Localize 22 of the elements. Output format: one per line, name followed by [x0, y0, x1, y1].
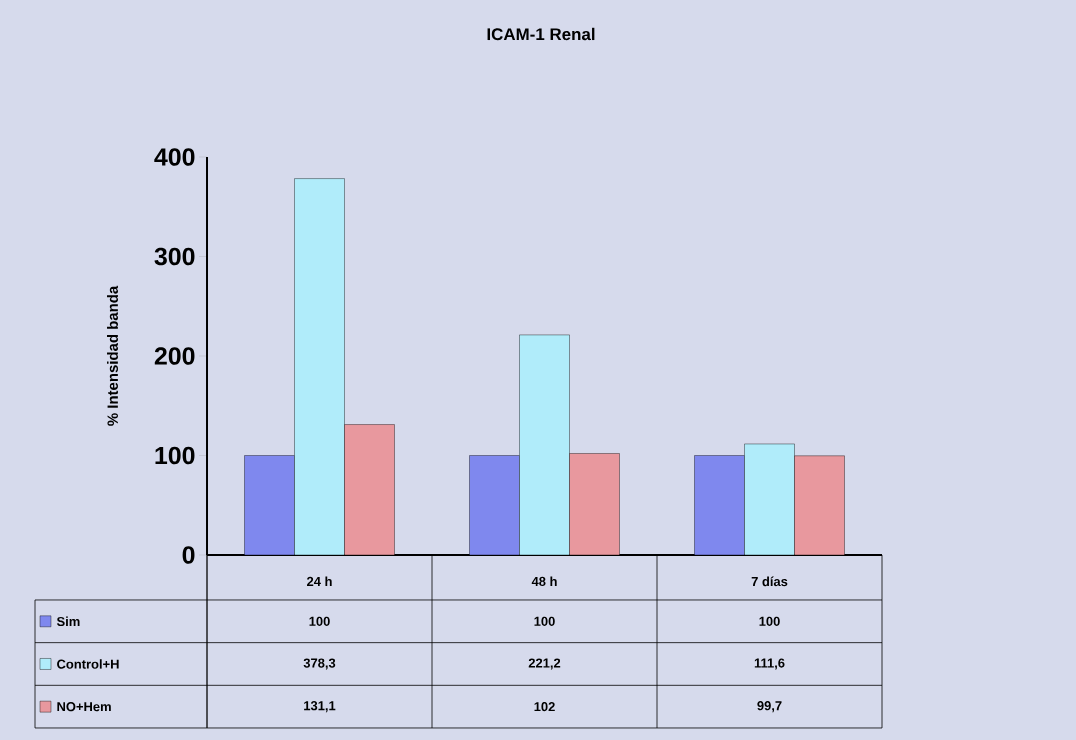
- data-label: 99,7: [757, 701, 782, 713]
- chart-title: ICAM-1 Renal: [487, 27, 595, 41]
- y-axis-title: % Intensidad banda: [107, 285, 118, 426]
- data-label: 131,1: [304, 701, 336, 713]
- x-tick-label: 24 h: [307, 576, 332, 586]
- y-tick-label: 0: [182, 546, 195, 564]
- x-tick-label: 48 h: [531, 576, 557, 587]
- y-tick-label: 100: [155, 446, 195, 465]
- data-label: 100: [309, 616, 330, 626]
- legend-label: NO+Hem: [57, 702, 111, 712]
- data-label: 100: [759, 616, 780, 626]
- legend-label: Sim: [56, 616, 80, 627]
- data-label: 378,3: [303, 658, 336, 670]
- x-tick-label: 7 días: [751, 576, 788, 587]
- data-label: 111,6: [754, 658, 785, 670]
- y-tick-label: 400: [154, 148, 195, 166]
- y-tick-label: 300: [154, 247, 195, 266]
- data-label: 221,2: [528, 658, 561, 670]
- data-label: 100: [534, 616, 555, 626]
- legend-label: Control+H: [57, 659, 119, 669]
- y-tick-label: 200: [154, 347, 195, 365]
- data-label: 102: [534, 702, 555, 712]
